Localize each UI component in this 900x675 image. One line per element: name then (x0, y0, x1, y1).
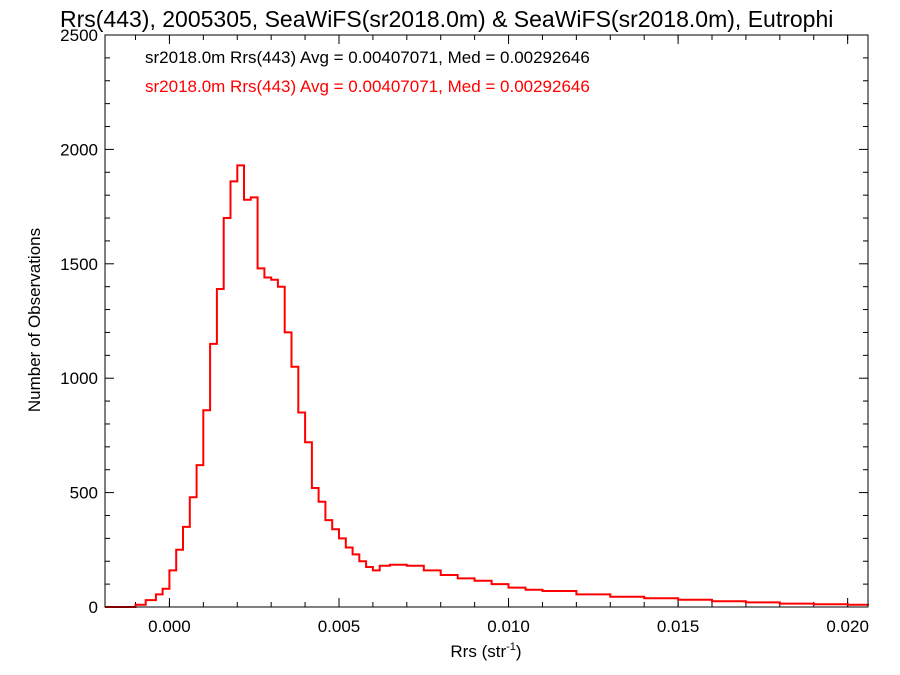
x-axis-label: Rrs (str-1) (450, 641, 521, 661)
axis-ticks: 0.000 0.005 0.010 0.015 0.020 0 500 1000 1500 200… (60, 26, 869, 636)
legend-entry-red: sr2018.0m Rrs(443) Avg = 0.00407071, Med… (145, 77, 590, 96)
x-tick-label: 0.010 (487, 617, 530, 636)
x-axis-label-superscript: -1 (506, 641, 516, 653)
y-tick-label: 2500 (60, 26, 98, 45)
x-axis-label-main: Rrs (str (450, 642, 506, 661)
plot-frame (104, 34, 869, 608)
x-tick-label: 0.015 (657, 617, 700, 636)
y-axis-label: Number of Observations (25, 228, 44, 412)
y-tick-label: 1500 (60, 255, 98, 274)
y-tick-label: 500 (70, 484, 98, 503)
histogram-series-line (105, 164, 869, 608)
x-axis-label-close: ) (516, 642, 522, 661)
series-layer (105, 164, 869, 608)
x-tick-label: 0.000 (148, 617, 191, 636)
chart-title: Rrs(443), 2005305, SeaWiFS(sr2018.0m) & … (60, 6, 833, 32)
y-tick-label: 1000 (60, 369, 98, 388)
y-tick-label: 0 (89, 598, 98, 617)
x-tick-label: 0.020 (826, 617, 869, 636)
y-tick-label: 2000 (60, 140, 98, 159)
legend-entry-black: sr2018.0m Rrs(443) Avg = 0.00407071, Med… (145, 48, 590, 67)
x-tick-label: 0.005 (318, 617, 361, 636)
